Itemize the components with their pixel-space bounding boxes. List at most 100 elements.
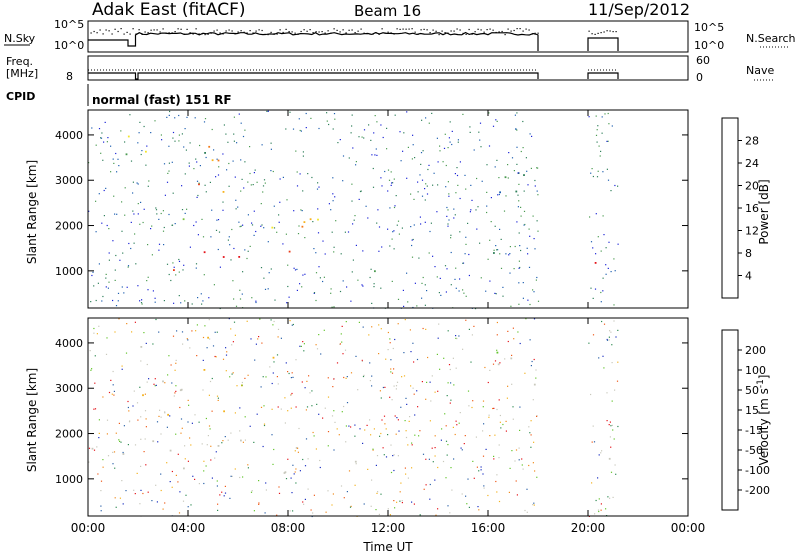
heatmap-cell <box>527 299 529 301</box>
heatmap-cell <box>180 388 183 391</box>
velocity-colorbar-label: Velocity [m s-1] <box>756 375 771 466</box>
heatmap-cell <box>529 303 531 306</box>
heatmap-cell <box>98 263 100 265</box>
heatmap-cell <box>514 460 516 462</box>
heatmap-cell <box>611 344 613 346</box>
heatmap-cell <box>594 288 597 290</box>
heatmap-cell <box>411 501 413 503</box>
heatmap-cell <box>166 462 168 464</box>
heatmap-cell <box>218 231 221 233</box>
heatmap-cell <box>154 385 156 387</box>
heatmap-cell <box>217 397 219 399</box>
nsearch-dot <box>534 32 536 34</box>
heatmap-cell <box>496 351 499 354</box>
heatmap-cell <box>499 421 501 423</box>
heatmap-cell <box>459 197 461 200</box>
heatmap-cell <box>532 215 534 217</box>
heatmap-cell <box>445 164 447 167</box>
heatmap-cell <box>95 231 97 233</box>
heatmap-cell <box>496 120 498 122</box>
heatmap-cell <box>298 118 300 120</box>
heatmap-cell <box>214 355 216 358</box>
heatmap-cell <box>223 410 225 413</box>
heatmap-cell <box>292 510 294 512</box>
heatmap-cell <box>447 382 449 384</box>
heatmap-cell <box>294 269 297 271</box>
heatmap-cell <box>434 455 436 457</box>
heatmap-cell <box>181 209 184 211</box>
nsky-label: N.Sky <box>4 32 36 45</box>
heatmap-cell <box>188 404 190 406</box>
heatmap-cell <box>313 435 315 437</box>
heatmap-cell <box>498 457 500 459</box>
heatmap-cell <box>505 195 507 197</box>
heatmap-cell <box>143 451 145 453</box>
heatmap-cell <box>393 385 395 387</box>
heatmap-cell <box>518 447 520 449</box>
heatmap-cell <box>488 414 490 416</box>
heatmap-cell <box>357 279 359 281</box>
colorbar-tick-label: 16 <box>745 202 759 215</box>
heatmap-cell <box>121 480 123 482</box>
nsearch-dot <box>258 29 260 31</box>
heatmap-cell <box>330 288 332 290</box>
x-tick-label: 00:00 <box>71 521 106 535</box>
heatmap-cell <box>268 272 270 274</box>
heatmap-cell <box>91 447 94 450</box>
nsearch-dot <box>105 29 107 31</box>
heatmap-cell <box>178 140 180 142</box>
heatmap-cell <box>209 380 212 383</box>
heatmap-cell <box>217 248 219 251</box>
heatmap-cell <box>252 184 254 186</box>
x-tick-label: 04:00 <box>171 521 206 535</box>
heatmap-cell <box>533 238 535 240</box>
heatmap-cell <box>203 274 205 276</box>
heatmap-cell <box>253 234 255 236</box>
heatmap-cell <box>617 425 619 428</box>
heatmap-cell <box>515 128 517 130</box>
heatmap-cell <box>243 187 245 189</box>
heatmap-cell <box>416 358 419 361</box>
heatmap-cell <box>486 205 488 207</box>
heatmap-cell <box>289 320 291 322</box>
heatmap-cell <box>421 381 423 383</box>
heatmap-cell <box>96 333 98 335</box>
heatmap-cell <box>266 110 268 112</box>
heatmap-cell <box>214 331 216 333</box>
nave-tick-bottom: 0 <box>696 71 703 84</box>
heatmap-cell <box>184 458 186 460</box>
heatmap-cell <box>409 329 411 331</box>
heatmap-cell <box>431 112 433 114</box>
heatmap-cell <box>251 224 254 226</box>
heatmap-cell <box>117 300 119 302</box>
heatmap-cell <box>190 504 192 506</box>
heatmap-cell <box>416 305 418 307</box>
heatmap-cell <box>179 389 182 392</box>
heatmap-cell <box>280 337 282 339</box>
heatmap-cell <box>439 150 441 152</box>
heatmap-cell <box>391 372 394 374</box>
heatmap-cell <box>254 169 256 171</box>
heatmap-cell <box>614 270 616 272</box>
nsearch-dot <box>492 29 494 31</box>
heatmap-cell <box>369 276 371 279</box>
heatmap-cell <box>141 303 143 305</box>
heatmap-cell <box>393 230 395 232</box>
heatmap-cell <box>485 448 487 450</box>
heatmap-cell <box>208 319 210 321</box>
heatmap-cell <box>277 383 279 385</box>
heatmap-cell <box>385 456 388 458</box>
heatmap-cell <box>93 408 95 410</box>
heatmap-cell <box>140 416 142 418</box>
heatmap-cell <box>345 425 347 427</box>
heatmap-cell <box>225 133 227 135</box>
heatmap-cell <box>216 331 218 333</box>
heatmap-cell <box>493 249 495 251</box>
heatmap-cell <box>285 362 287 364</box>
heatmap-cell <box>221 442 223 444</box>
heatmap-cell <box>484 366 486 369</box>
heatmap-cell <box>228 236 230 238</box>
heatmap-cell <box>432 461 434 463</box>
x-tick-label: 00:00 <box>671 521 706 535</box>
heatmap-cell <box>239 226 241 228</box>
